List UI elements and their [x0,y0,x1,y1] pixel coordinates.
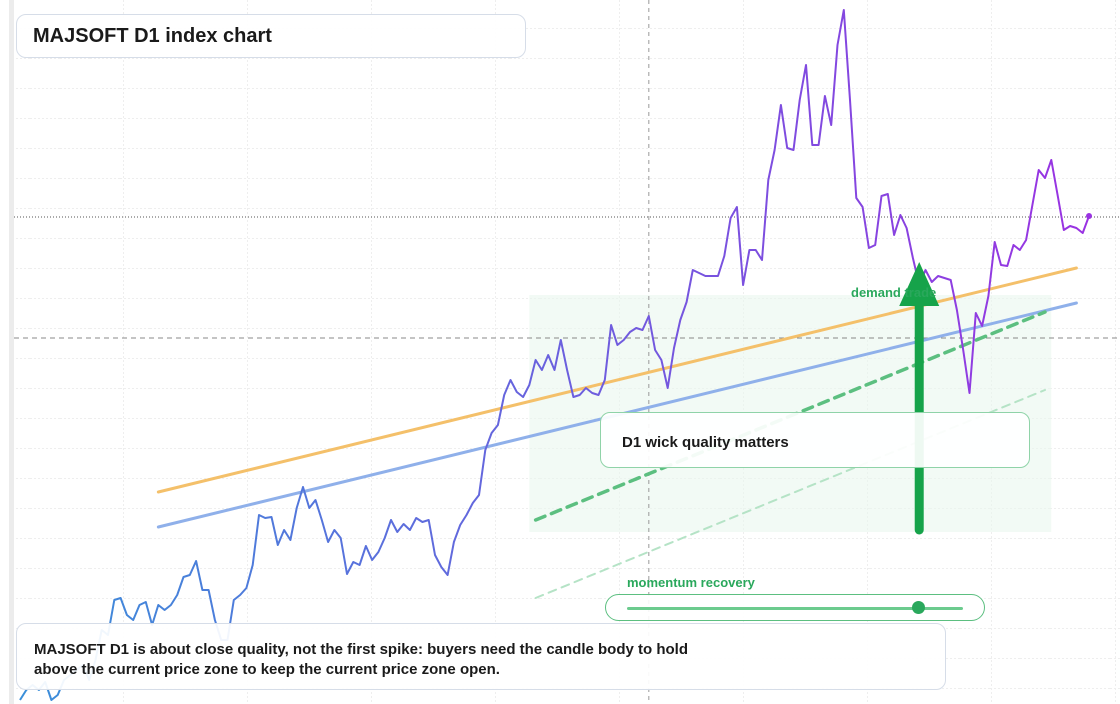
body-line: above the current price zone to keep the… [34,661,500,678]
body-box: MAJSOFT D1 is about close quality, not t… [16,623,946,690]
arrow-head [899,262,940,306]
body-line: MAJSOFT D1 is about close quality, not t… [34,641,688,658]
slider[interactable] [605,594,985,621]
left-edge [9,0,14,704]
price-line [19,9,1090,701]
trend-line [534,389,1046,599]
title-box: MAJSOFT D1 index chart [16,14,526,58]
chart-title: MAJSOFT D1 index chart [33,25,272,47]
note-box: D1 wick quality matters [600,412,1030,468]
slider-track [627,607,963,610]
note: D1 wick quality matters [622,434,789,451]
last-point [1086,213,1092,219]
slider-knob[interactable] [912,601,925,614]
slider-label: momentum recovery [627,575,755,590]
zone-label: demand trade [851,285,937,300]
